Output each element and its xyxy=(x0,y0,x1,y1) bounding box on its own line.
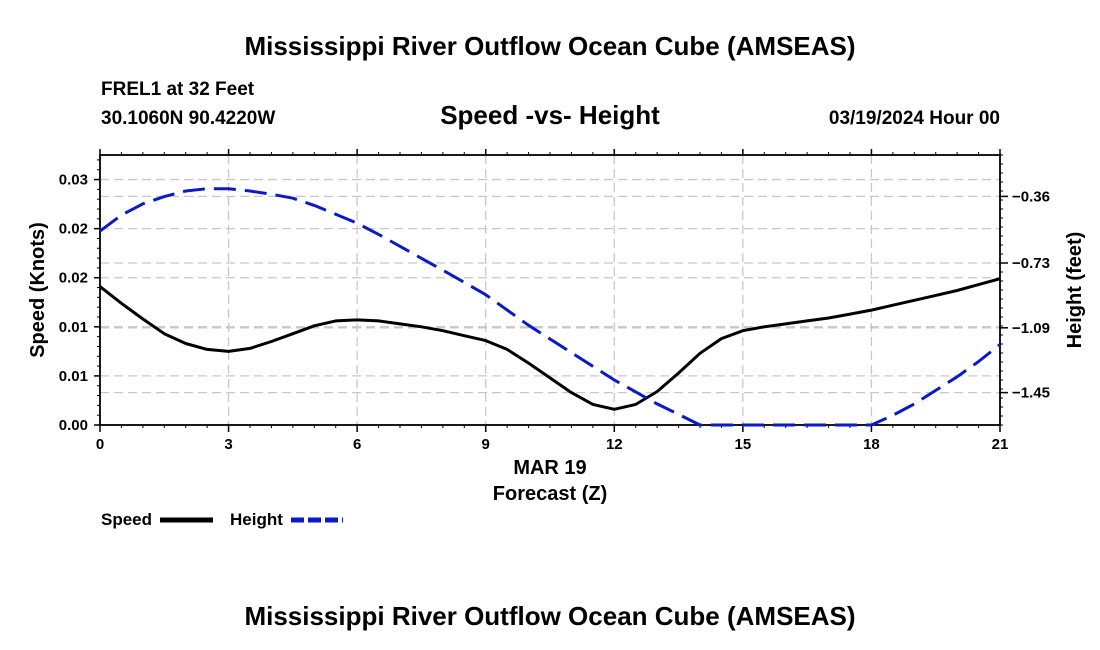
x-tick-label: 9 xyxy=(482,436,490,453)
y-tick-label: 0.03 xyxy=(59,172,88,189)
station-label: FREL1 at 32 Feet xyxy=(101,79,255,100)
tick-labels: 0 3 6 9 12 15 18 21 0.00 0.01 0.01 0.02 0.02 0.03 −0.3… xyxy=(59,172,1050,453)
page-title: Mississippi River Outflow Ocean Cube (AM… xyxy=(244,31,855,61)
x-tick-label: 3 xyxy=(224,436,232,453)
y2-tick-label: −1.45 xyxy=(1012,385,1050,402)
x-axis-label: Forecast (Z) xyxy=(493,483,607,505)
forecast-date: 03/19/2024 Hour 00 xyxy=(829,108,1000,129)
x-date-label: MAR 19 xyxy=(513,457,586,479)
legend-label-height: Height xyxy=(230,510,283,529)
y2-axis-label: Height (feet) xyxy=(1064,232,1086,349)
legend-label-speed: Speed xyxy=(101,510,152,529)
x-tick-label: 21 xyxy=(992,436,1009,453)
y2-tick-label: −0.73 xyxy=(1012,255,1050,272)
y2-tick-label: −0.36 xyxy=(1012,188,1050,205)
axis-ticks xyxy=(94,149,1008,432)
series-line-height xyxy=(99,187,1001,427)
x-tick-label: 12 xyxy=(606,436,623,453)
y-tick-label: 0.01 xyxy=(59,368,88,385)
y-axis-label: Speed (Knots) xyxy=(27,222,49,358)
plot-frame xyxy=(99,154,1001,426)
x-tick-label: 15 xyxy=(735,436,752,453)
chart-title: Speed -vs- Height xyxy=(440,100,660,130)
x-tick-label: 18 xyxy=(863,436,880,453)
series-line-speed xyxy=(99,277,1001,411)
y-tick-label: 0.02 xyxy=(59,221,88,238)
station-coords: 30.1060N 90.4220W xyxy=(101,108,275,129)
legend: Speed Height xyxy=(101,510,343,529)
series-layer xyxy=(99,187,1001,427)
grid-lines xyxy=(100,155,1000,425)
footer-title: Mississippi River Outflow Ocean Cube (AM… xyxy=(244,601,855,631)
x-tick-label: 0 xyxy=(96,436,104,453)
y-tick-label: 0.02 xyxy=(59,270,88,287)
x-tick-label: 6 xyxy=(353,436,361,453)
y-tick-label: 0.01 xyxy=(59,319,88,336)
y2-tick-label: −1.09 xyxy=(1012,320,1050,337)
y-tick-label: 0.00 xyxy=(59,417,88,434)
